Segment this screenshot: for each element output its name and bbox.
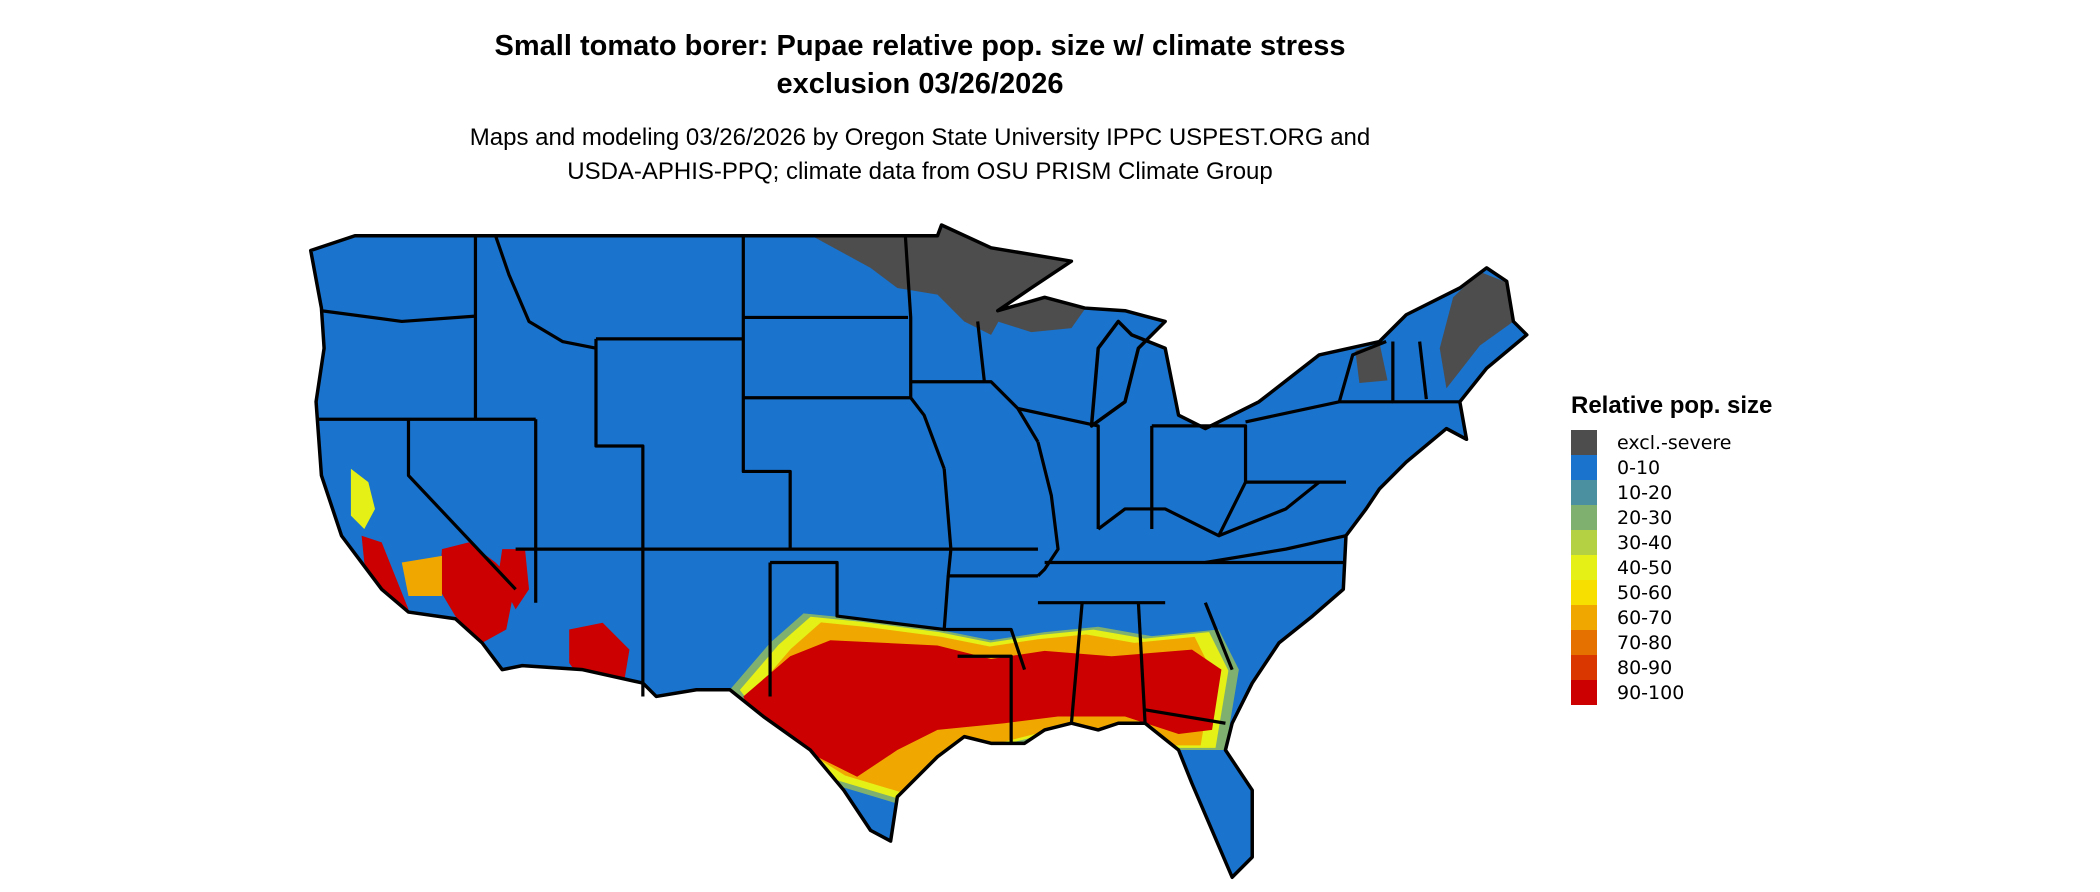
legend-label: 30-40 (1617, 531, 1673, 554)
state-boundary (321, 309, 476, 324)
legend-title: Relative pop. size (1571, 392, 1773, 419)
band-90-100 (743, 640, 1222, 777)
state-boundary (976, 321, 986, 382)
state-boundary (406, 419, 517, 591)
state-boundary (1144, 708, 1226, 725)
state-boundary (1136, 602, 1147, 724)
state-boundary (1097, 481, 1247, 538)
legend-swatch (1571, 580, 1597, 605)
legend-swatch (1571, 555, 1597, 580)
map-subtitle-line1: Maps and modeling 03/26/2026 by Oregon S… (469, 124, 1371, 151)
map-title-line2: exclusion 03/26/2026 (776, 68, 1064, 100)
legend-label: 60-70 (1617, 606, 1673, 629)
legend-item: 60-70 (1571, 605, 1732, 630)
legend: excl.-severe 0-10 10-20 20-30 30-40 40-50 50-6… (1571, 430, 1732, 705)
legend-label: 20-30 (1617, 506, 1673, 529)
patch-coast (401, 555, 442, 596)
legend-label: 90-100 (1617, 681, 1685, 704)
state-boundary (957, 654, 1013, 744)
state-boundary (1218, 480, 1321, 538)
legend-label: 80-90 (1617, 656, 1673, 679)
map-title-line1: Small tomato borer: Pupae relative pop. … (494, 30, 1346, 62)
legend-swatch (1571, 505, 1597, 530)
patch-central-california (350, 468, 375, 530)
legend-swatch (1571, 605, 1597, 630)
map-subtitle-line2: USDA-APHIS-PPQ; climate data from OSU PR… (567, 158, 1273, 185)
state-boundary (594, 338, 645, 550)
state-boundary (1205, 534, 1347, 565)
state-boundary (770, 560, 950, 632)
legend-swatch (1571, 455, 1597, 480)
excluded-area-adirondacks (1355, 342, 1388, 384)
state-boundary (741, 235, 792, 550)
excluded-area-maine (1439, 271, 1514, 389)
legend-item: 30-40 (1571, 530, 1732, 555)
legend-label: 0-10 (1617, 456, 1661, 479)
legend-swatch (1571, 655, 1597, 680)
legend-swatch (1571, 480, 1597, 505)
state-boundary (1203, 602, 1234, 671)
legend-label: 40-50 (1617, 556, 1673, 579)
legend-item: 80-90 (1571, 655, 1732, 680)
state-boundary (1337, 340, 1387, 403)
patch-southern-california (361, 535, 409, 617)
legend-item: 40-50 (1571, 555, 1732, 580)
legend-label: 10-20 (1617, 481, 1673, 504)
state-boundary (903, 235, 946, 470)
legend-item: 0-10 (1571, 455, 1732, 480)
state-boundary (1017, 406, 1100, 530)
state-boundary (944, 627, 1027, 671)
legend-label: 50-60 (1617, 581, 1673, 604)
legend-swatch (1571, 430, 1597, 455)
legend-item: 70-80 (1571, 630, 1732, 655)
patch-nevada-south (498, 549, 530, 610)
state-boundary (1069, 602, 1084, 724)
state-boundary (494, 235, 597, 350)
legend-item: 10-20 (1571, 480, 1732, 505)
legend-item: 20-30 (1571, 505, 1732, 530)
state-boundary (1036, 441, 1060, 578)
legend-label: excl.-severe (1617, 431, 1732, 454)
legend-item: 90-100 (1571, 680, 1732, 705)
legend-label: 70-80 (1617, 631, 1673, 654)
state-boundary (1418, 341, 1428, 400)
legend-swatch (1571, 530, 1597, 555)
legend-item: excl.-severe (1571, 430, 1732, 455)
legend-item: 50-60 (1571, 580, 1732, 605)
legend-swatch (1571, 630, 1597, 655)
legend-swatch (1571, 680, 1597, 705)
us-border (308, 223, 1529, 879)
state-boundary (910, 380, 1040, 443)
state-boundary (1391, 341, 1460, 404)
state-boundary (942, 468, 1038, 578)
